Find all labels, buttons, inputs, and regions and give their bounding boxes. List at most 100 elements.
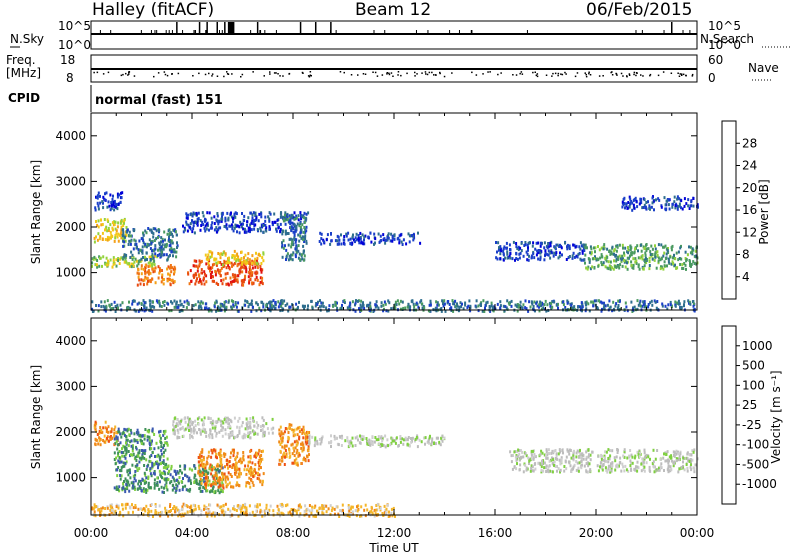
range-cell — [162, 253, 165, 257]
range-cell — [233, 416, 236, 420]
range-cell — [125, 438, 128, 442]
range-cell — [292, 226, 295, 230]
range-cell — [119, 200, 122, 204]
range-cell — [131, 253, 134, 257]
range-cell — [631, 455, 634, 459]
range-cell — [146, 282, 149, 286]
range-cell — [274, 303, 277, 307]
range-cell — [118, 489, 121, 493]
range-cell — [213, 490, 216, 494]
range-cell — [360, 299, 363, 303]
range-cell — [122, 430, 125, 434]
range-cell — [419, 300, 422, 304]
range-cell — [406, 442, 409, 446]
range-cell — [147, 265, 150, 269]
range-cell — [250, 299, 253, 303]
nave-dot — [500, 72, 502, 74]
range-cell — [685, 267, 687, 271]
range-cell — [170, 246, 173, 250]
range-cell — [174, 305, 177, 309]
range-cell — [109, 230, 112, 234]
range-cell — [642, 460, 645, 464]
range-cell — [113, 208, 116, 212]
range-cell — [180, 427, 183, 430]
range-cell — [196, 277, 198, 281]
range-cell — [359, 434, 361, 438]
range-cell — [252, 211, 255, 215]
range-cell — [96, 201, 99, 205]
range-cell — [284, 455, 286, 459]
range-cell — [150, 454, 153, 457]
range-cell — [582, 457, 585, 461]
range-cell — [129, 428, 132, 432]
range-cell — [661, 304, 664, 308]
range-cell — [224, 219, 227, 223]
range-cell — [414, 439, 416, 443]
range-cell — [193, 481, 196, 484]
range-cell — [631, 201, 634, 205]
range-cell — [152, 270, 155, 274]
range-cell — [225, 266, 228, 270]
range-cell — [600, 253, 603, 257]
range-cell — [615, 257, 618, 261]
range-cell — [257, 253, 260, 257]
range-cell — [164, 478, 167, 482]
range-cell — [390, 436, 393, 440]
range-cell — [247, 435, 250, 439]
range-cell — [582, 243, 585, 247]
range-cell — [233, 226, 236, 230]
range-cell — [153, 462, 156, 466]
range-cell — [235, 483, 238, 487]
range-cell — [96, 195, 98, 199]
range-cell — [437, 303, 440, 307]
range-cell — [109, 437, 112, 441]
range-cell — [402, 442, 405, 446]
range-cell — [274, 301, 277, 305]
range-cell — [199, 219, 202, 223]
range-cell — [162, 446, 165, 450]
range-cell — [279, 443, 282, 446]
range-cell — [249, 485, 252, 489]
range-cell — [148, 435, 151, 439]
range-cell — [252, 419, 255, 423]
range-cell — [249, 265, 251, 269]
range-cell — [505, 241, 508, 245]
range-cell — [230, 261, 233, 265]
range-cell — [484, 304, 487, 307]
range-cell — [580, 466, 583, 470]
range-cell — [211, 426, 214, 430]
range-cell — [294, 229, 297, 233]
range-cell — [120, 232, 123, 236]
range-cell — [142, 442, 145, 446]
range-cell — [673, 200, 676, 204]
range-cell — [659, 465, 662, 469]
range-cell — [117, 427, 120, 431]
range-cell — [626, 261, 628, 265]
range-cell — [147, 475, 150, 479]
range-cell — [308, 453, 310, 457]
range-cell — [113, 300, 116, 304]
range-cell — [170, 278, 173, 282]
range-cell — [226, 483, 229, 487]
range-cell — [532, 456, 535, 460]
range-cell — [157, 466, 159, 470]
range-cell — [130, 444, 133, 448]
range-cell — [236, 434, 239, 437]
range-cell — [606, 266, 609, 270]
nave-dot — [434, 74, 437, 76]
range-cell — [212, 480, 215, 484]
range-cell — [106, 435, 109, 439]
range-cell — [142, 299, 145, 303]
range-cell — [306, 307, 309, 311]
range-cell — [252, 430, 255, 434]
range-cell — [116, 468, 119, 472]
nave-dot — [302, 72, 304, 74]
y-tick-label: 2000 — [55, 220, 86, 234]
range-cell — [234, 473, 237, 476]
range-cell — [149, 468, 152, 472]
range-cell — [168, 238, 170, 242]
range-cell — [450, 306, 453, 310]
range-cell — [354, 436, 357, 440]
range-cell — [201, 211, 204, 215]
range-cell — [280, 301, 283, 305]
